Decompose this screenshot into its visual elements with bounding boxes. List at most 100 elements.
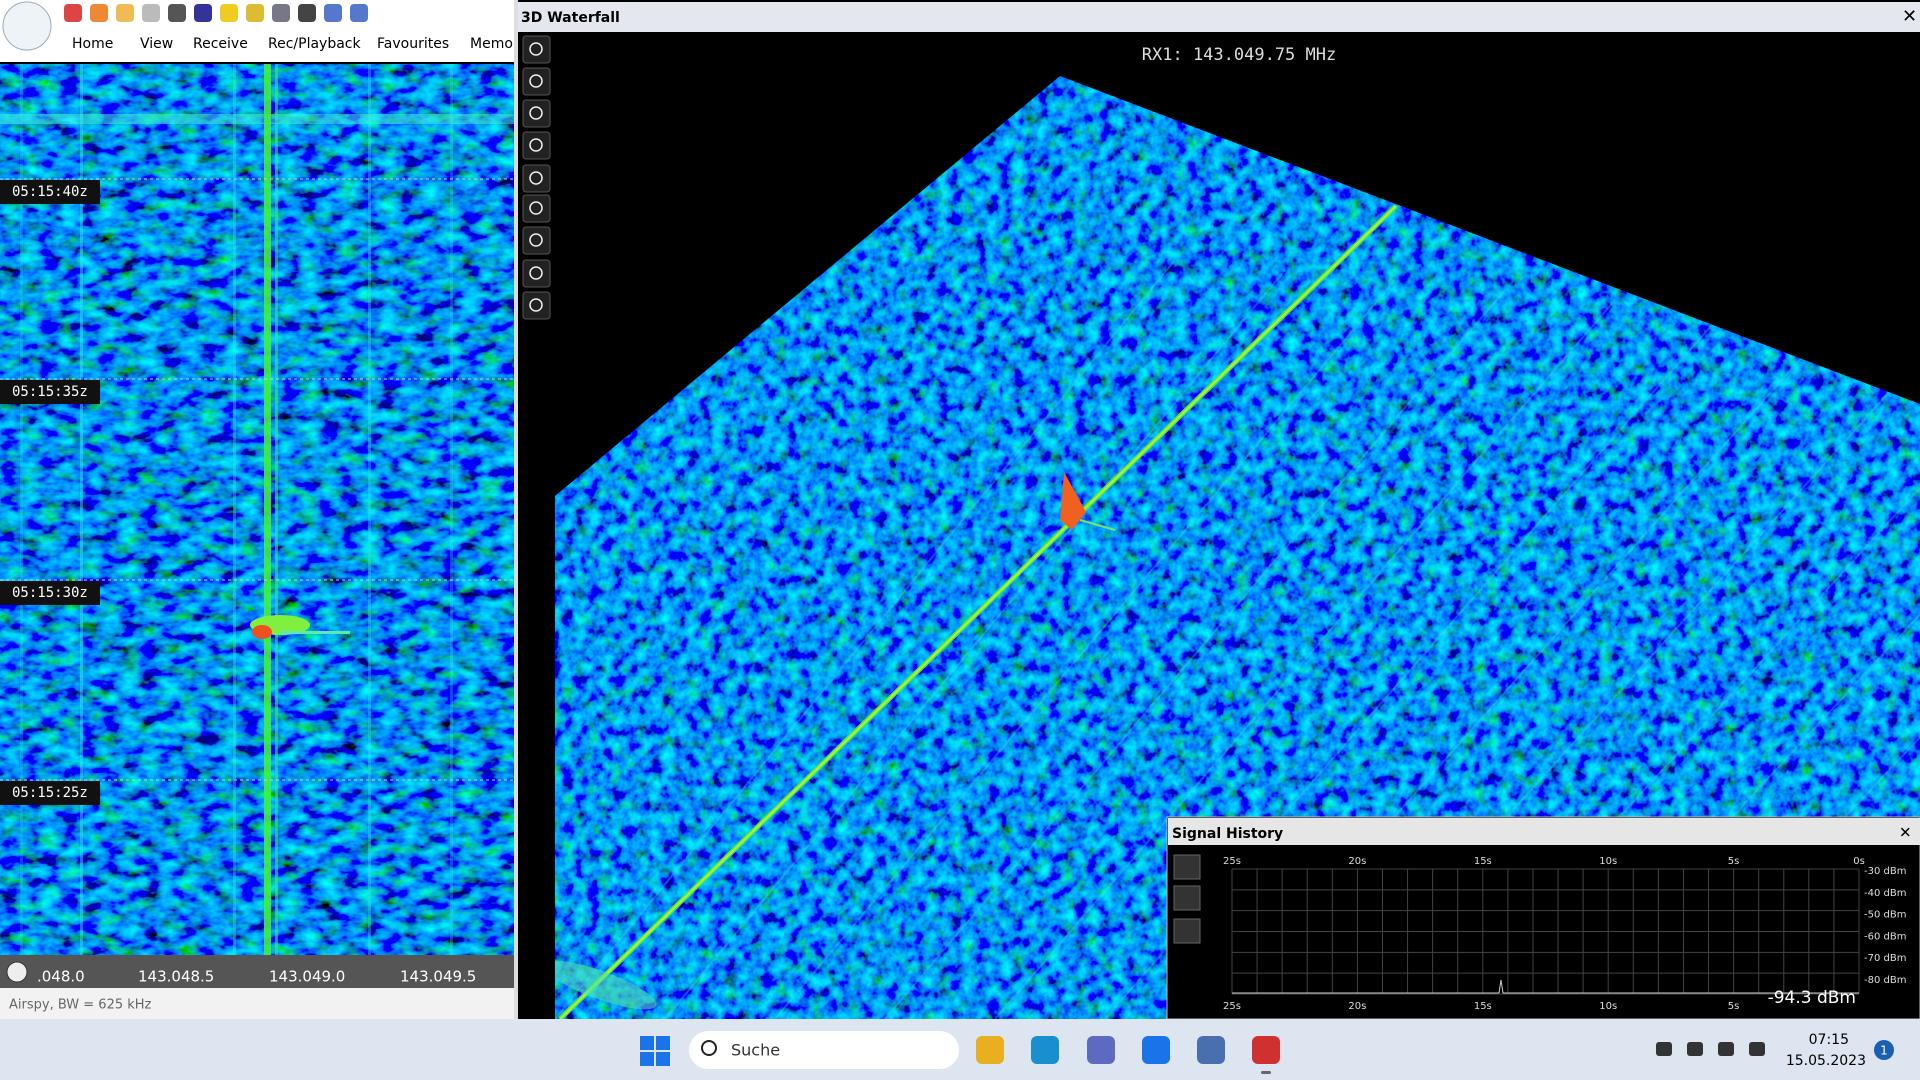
- tool-icon: [529, 171, 543, 185]
- tool-button[interactable]: [522, 194, 551, 223]
- wifi[interactable]: [1687, 1042, 1703, 1056]
- clock-time[interactable]: 07:15: [1809, 1032, 1849, 1048]
- tool-button[interactable]: [522, 259, 551, 288]
- sh-time-tick: 5s: [1728, 856, 1740, 867]
- tool-button[interactable]: [522, 35, 551, 64]
- toolbar-icon[interactable]: [298, 4, 316, 22]
- menu-item[interactable]: Favourites: [377, 36, 449, 52]
- menu-item[interactable]: Rec/Playback: [268, 36, 361, 52]
- sh-button[interactable]: [1173, 885, 1201, 911]
- start-tile: [656, 1052, 670, 1066]
- toolbar-icon[interactable]: [220, 4, 238, 22]
- plane-trace: [884, 289, 1506, 1019]
- taskbar-app[interactable]: [1142, 1036, 1170, 1064]
- toolbar-icon[interactable]: [272, 4, 290, 22]
- tool-button[interactable]: [522, 67, 551, 96]
- title-bar: [518, 2, 1920, 32]
- spike-tail: [1079, 519, 1116, 531]
- sh-button[interactable]: [1173, 854, 1201, 880]
- sh-time-tick: 10s: [1599, 856, 1617, 867]
- app-logo[interactable]: [2, 1, 52, 51]
- left-panel: Home View Receive Rec/Playback Favourites Mem…: [0, 0, 519, 1019]
- sh-title: Signal History: [1172, 826, 1283, 842]
- tool-button[interactable]: [522, 99, 551, 128]
- tool-button[interactable]: [522, 226, 551, 255]
- waterfall-trace: [450, 64, 453, 955]
- waterfall-trace: [233, 64, 236, 955]
- sh-time-tick: 0s: [1853, 856, 1865, 867]
- freq-label: .048.0: [37, 968, 85, 986]
- time-label: 05:15:30z: [12, 585, 88, 601]
- waterfall-bg: [0, 64, 514, 955]
- tray-arrow[interactable]: [1656, 1042, 1672, 1056]
- clock-date[interactable]: 15.05.2023: [1786, 1053, 1866, 1069]
- taskbar-app[interactable]: [1087, 1036, 1115, 1064]
- taskbar-app[interactable]: [1197, 1036, 1225, 1064]
- search-text: Suche: [731, 1041, 780, 1060]
- taskbar-app[interactable]: [976, 1036, 1004, 1064]
- toolbar-icon[interactable]: [116, 4, 134, 22]
- sh-level-tick: -50 dBm: [1864, 910, 1906, 921]
- status-text: Airspy, BW = 625 kHz: [9, 998, 152, 1013]
- start-button[interactable]: [640, 1036, 670, 1066]
- plane-trace: [555, 259, 1176, 1019]
- tool-button[interactable]: [522, 164, 551, 193]
- volume[interactable]: [1718, 1042, 1734, 1056]
- time-label-bg: [0, 180, 100, 204]
- waterfall-signal: [264, 64, 271, 955]
- tool-icon: [529, 138, 543, 152]
- waterfall-band: [0, 114, 514, 124]
- notification-badge[interactable]: [1874, 1040, 1894, 1060]
- waterfall-trace: [80, 64, 83, 955]
- sh-level-tick: -70 dBm: [1864, 953, 1906, 964]
- search-icon: [701, 1040, 717, 1056]
- toolbar-icon[interactable]: [246, 4, 264, 22]
- divider: [514, 0, 518, 1019]
- waterfall-burst: [252, 625, 272, 639]
- freq-label: 143.049.0: [269, 968, 345, 986]
- freq-label: 143.049.5: [400, 968, 476, 986]
- tool-icon: [529, 74, 543, 88]
- sh-time-tick: 25s: [1223, 1001, 1241, 1012]
- taskbar-app[interactable]: [1252, 1036, 1280, 1064]
- sh-time-tick: 5s: [1728, 1001, 1740, 1012]
- menu-item[interactable]: Receive: [193, 36, 248, 52]
- sh-time-tick: 10s: [1599, 1001, 1617, 1012]
- toolbar-icon[interactable]: [90, 4, 108, 22]
- time-label: 05:15:25z: [12, 785, 88, 801]
- time-label-bg: [0, 581, 100, 605]
- sh-button[interactable]: [1173, 918, 1201, 944]
- tool-icon: [529, 233, 543, 247]
- ruler-button[interactable]: [6, 961, 28, 983]
- toolbar-icon[interactable]: [194, 4, 212, 22]
- sh-window: [1166, 816, 1920, 1020]
- waterfall-trace: [368, 64, 371, 955]
- sh-time-tick: 20s: [1348, 1001, 1366, 1012]
- search-box[interactable]: [689, 1031, 959, 1069]
- sh-level-tick: -30 dBm: [1864, 866, 1906, 877]
- sh-level-tick: -40 dBm: [1864, 888, 1906, 899]
- battery[interactable]: [1749, 1042, 1765, 1056]
- waterfall-burst: [280, 631, 350, 634]
- tool-button[interactable]: [522, 291, 551, 320]
- tool-button[interactable]: [522, 131, 551, 160]
- tool-icon: [529, 201, 543, 215]
- sh-level-tick: -80 dBm: [1864, 975, 1906, 986]
- sh-close[interactable]: ✕: [1899, 824, 1912, 842]
- close-button[interactable]: ✕: [1902, 6, 1917, 27]
- toolbar-icon[interactable]: [168, 4, 186, 22]
- sh-time-tick: 20s: [1348, 856, 1366, 867]
- toolbar-icon[interactable]: [64, 4, 82, 22]
- menu-item[interactable]: Home: [72, 36, 113, 52]
- toolbar-icon[interactable]: [142, 4, 160, 22]
- active-indicator: [1261, 1071, 1271, 1074]
- menu-item[interactable]: Memor: [470, 36, 519, 52]
- tool-icon: [529, 298, 543, 312]
- status-bar: [0, 988, 514, 1019]
- taskbar-app[interactable]: [1031, 1036, 1059, 1064]
- toolbar-icon[interactable]: [324, 4, 342, 22]
- toolbar-icon[interactable]: [350, 4, 368, 22]
- time-label-bg: [0, 380, 100, 404]
- menu-item[interactable]: View: [140, 36, 173, 52]
